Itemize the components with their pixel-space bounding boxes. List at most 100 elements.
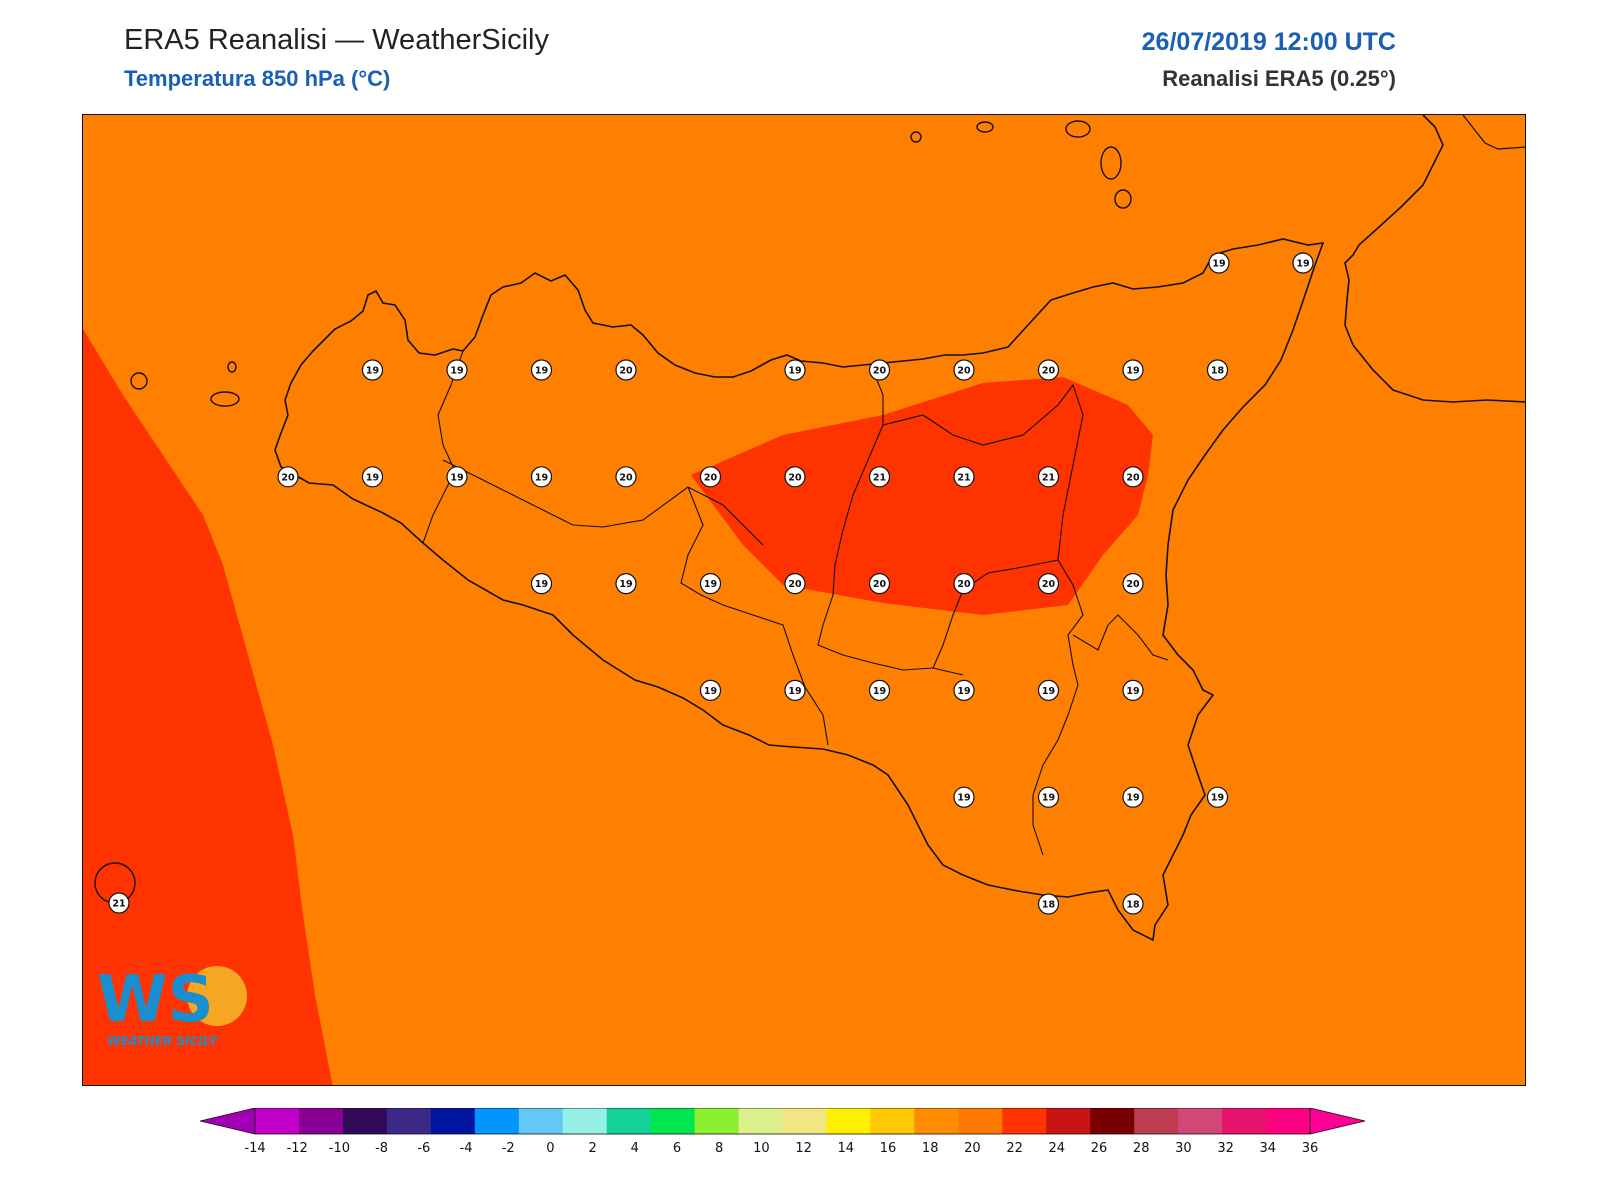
- station-marker: 19: [1122, 679, 1144, 702]
- island-marettimo: [130, 372, 148, 390]
- station-value: 19: [1042, 686, 1055, 697]
- colorbar-cell: [1178, 1108, 1223, 1134]
- colorbar-cell: [826, 1108, 871, 1134]
- station-marker: 19: [361, 359, 384, 381]
- field-20-22-central: [691, 377, 1153, 615]
- station-value: 20: [957, 366, 971, 377]
- station-circle: [530, 573, 553, 595]
- station-value: 20: [873, 366, 887, 377]
- colorbar-tick-label: 22: [1006, 1141, 1023, 1156]
- station-value: 19: [450, 472, 463, 483]
- station-circle: [868, 679, 891, 702]
- station-circle: [953, 573, 975, 595]
- station-value: 19: [788, 686, 801, 697]
- station-marker: 20: [868, 573, 891, 595]
- station-marker: 19: [530, 573, 553, 595]
- station-value: 20: [1042, 579, 1056, 590]
- station-value: 19: [1126, 366, 1139, 377]
- colorbar-tick-label: -14: [244, 1141, 265, 1156]
- station-value: 20: [1042, 366, 1056, 377]
- station-circle: [1122, 786, 1144, 808]
- station-marker-messina-a: 19: [1208, 252, 1230, 274]
- island-salina: [1065, 120, 1091, 138]
- island-filicudi: [976, 121, 994, 133]
- station-circle: [1037, 679, 1060, 702]
- station-marker: 19: [1037, 679, 1060, 702]
- station-circle: [868, 359, 891, 381]
- colorbar-cell: [1090, 1108, 1135, 1134]
- station-value: 20: [788, 579, 802, 590]
- station-circle: [277, 466, 299, 488]
- station-marker: 20: [784, 573, 806, 595]
- station-circle: [1206, 786, 1229, 808]
- station-circle: [615, 466, 637, 488]
- station-value: 19: [366, 366, 379, 377]
- station-circle: [784, 573, 806, 595]
- colorbar-under-arrow: [200, 1108, 256, 1135]
- colorbar-tick-label: 20: [964, 1141, 981, 1156]
- station-circle: [615, 573, 637, 595]
- colorbar-cell: [562, 1108, 608, 1134]
- station-circle: [1292, 252, 1314, 274]
- colorbar-over-arrow: [1309, 1108, 1366, 1135]
- station-value: 19: [535, 366, 548, 377]
- colorbar-cell: [386, 1108, 432, 1134]
- station-circle: [1037, 786, 1060, 808]
- station-value: 21: [957, 472, 970, 483]
- colorbar-tick-label: 28: [1133, 1141, 1150, 1156]
- station-circle: [1122, 359, 1144, 381]
- station-marker: 19: [1122, 359, 1144, 381]
- station-marker: 21: [1037, 466, 1060, 488]
- colorbar-cell: [914, 1108, 959, 1134]
- station-circle: [699, 573, 722, 595]
- logo-caption: WEATHER SICILY: [107, 1034, 219, 1048]
- station-value: 20: [1126, 472, 1140, 483]
- colorbar-cell: [1222, 1108, 1267, 1134]
- colorbar-cell: [1046, 1108, 1091, 1134]
- station-marker: 20: [699, 466, 722, 488]
- colorbar-tick-label: 34: [1260, 1141, 1277, 1156]
- station-marker: 20: [1122, 466, 1144, 488]
- station-circle: [530, 466, 553, 488]
- colorbar-cell: [1002, 1108, 1047, 1134]
- colorbar-tick-label: -6: [417, 1141, 430, 1156]
- station-circle: [615, 359, 637, 381]
- station-marker-messina-b: 19: [1292, 252, 1314, 274]
- station-value: 19: [450, 366, 463, 377]
- station-marker: 20: [953, 573, 975, 595]
- colorbar-tick-label: 4: [631, 1141, 639, 1156]
- station-value: 21: [873, 472, 886, 483]
- station-value: 19: [1211, 793, 1224, 804]
- station-circle: [1037, 359, 1060, 381]
- logo-letters: WS: [97, 963, 214, 1037]
- station-marker: 18: [1122, 893, 1144, 915]
- colorbar-tick-label: -10: [329, 1141, 350, 1156]
- field-18-20: [83, 115, 1525, 1085]
- station-value: 20: [957, 579, 971, 590]
- colorbar-cell: [1134, 1108, 1179, 1134]
- colorbar-cell: [474, 1108, 520, 1134]
- station-marker-ustica: 21: [108, 892, 130, 914]
- station-circle: [530, 359, 553, 381]
- weathersicily-logo: WS WEATHER SICILY: [97, 961, 257, 1051]
- colorbar-cell: [1266, 1108, 1311, 1134]
- colorbar-cell: [870, 1108, 915, 1134]
- station-circle: [699, 466, 722, 488]
- island-levanzo: [227, 361, 237, 373]
- station-marker: 19: [446, 359, 468, 381]
- station-marker: 18: [1206, 359, 1229, 381]
- station-marker: 20: [1037, 359, 1060, 381]
- calabria-ridge: [1462, 115, 1525, 150]
- map-source: Reanalisi ERA5 (0.25°): [1162, 66, 1396, 91]
- colorbar-tick-label: 10: [753, 1141, 770, 1156]
- field-20-22-west: [83, 329, 333, 1085]
- station-marker: 20: [868, 359, 891, 381]
- station-value: 20: [704, 472, 718, 483]
- station-marker: 20: [615, 466, 637, 488]
- colorbar-tick-label: -12: [287, 1141, 308, 1156]
- colorbar-tick-label: 36: [1302, 1141, 1319, 1156]
- station-value: 19: [535, 579, 548, 590]
- station-value: 19: [788, 366, 801, 377]
- station-circle: [953, 359, 975, 381]
- temperature-map: 19 19 19 20 19 20 20 20 19 18 20 19 19 19 20 20 20 21 21 21…: [83, 115, 1525, 1085]
